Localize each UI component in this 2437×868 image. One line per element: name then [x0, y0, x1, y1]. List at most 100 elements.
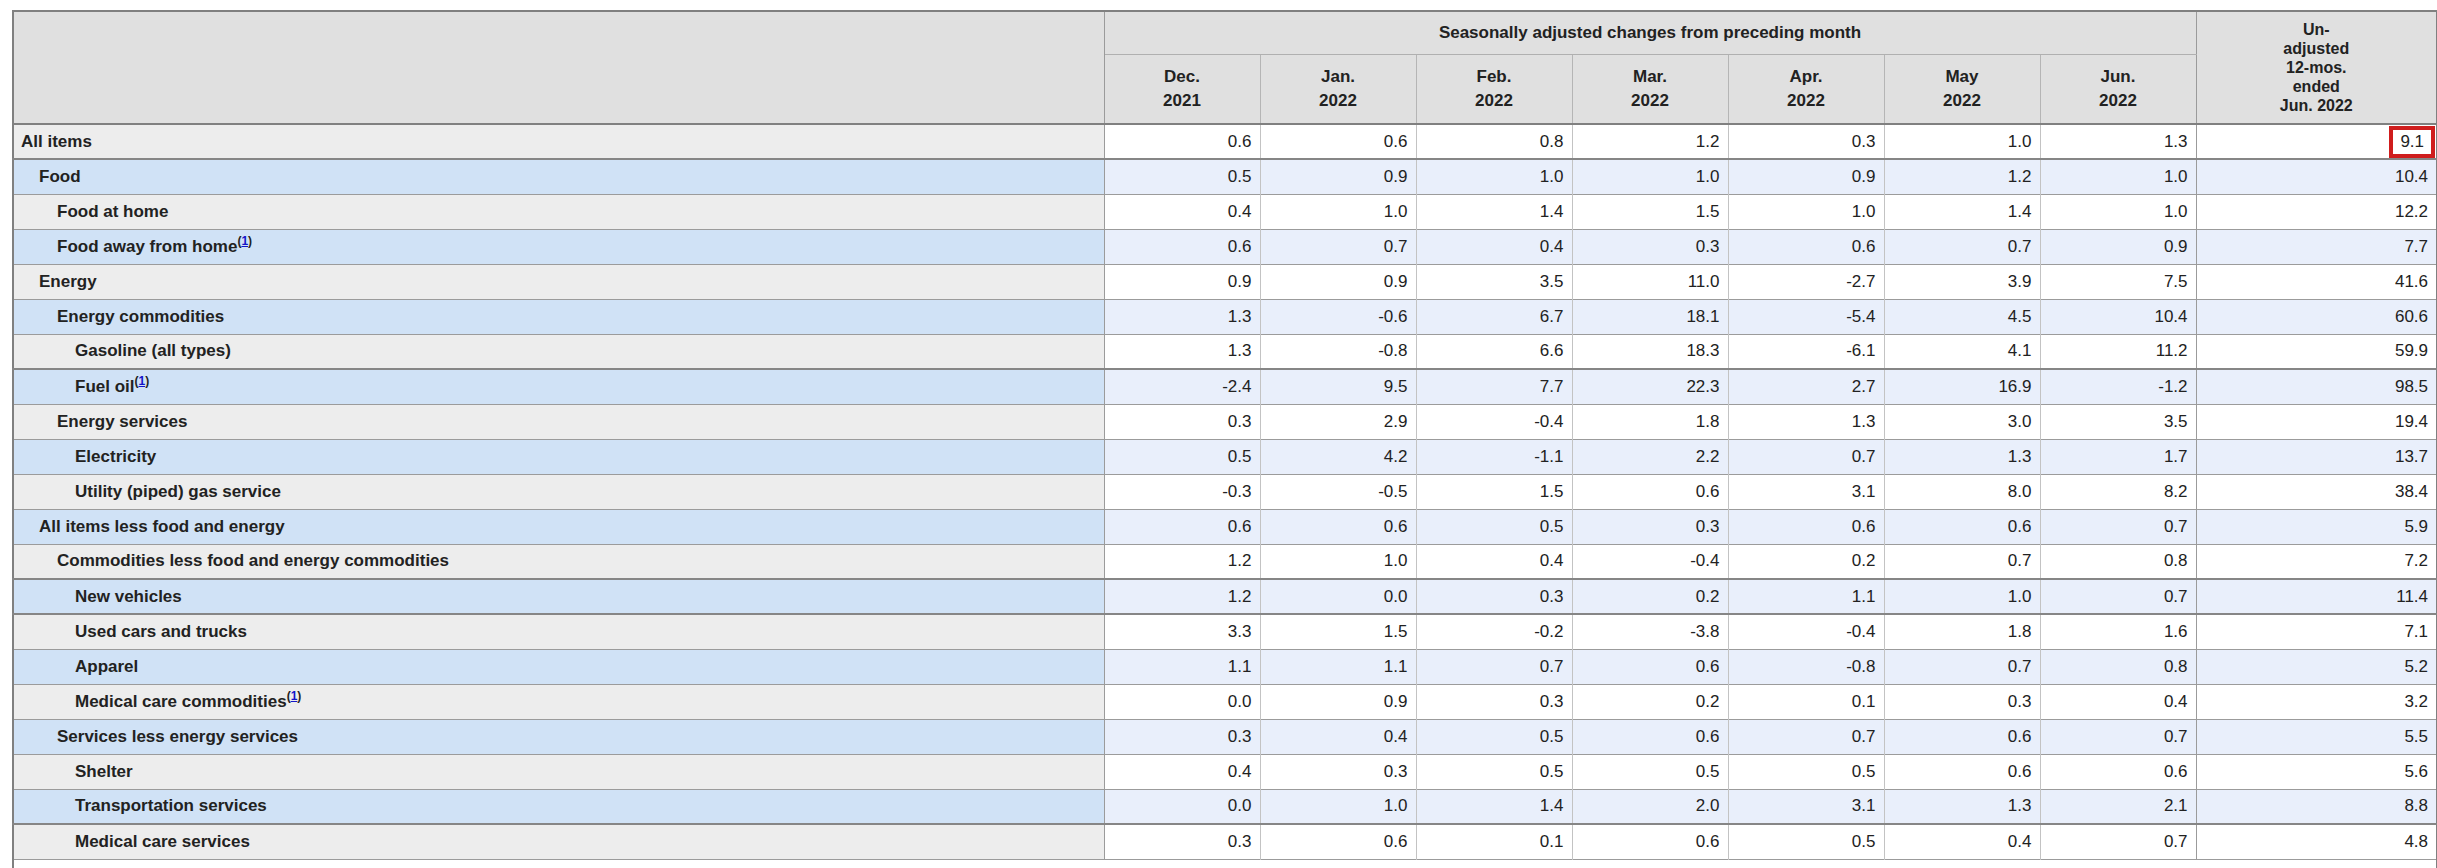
table-row: Food away from home(1)0.60.70.40.30.60.7… [13, 229, 2437, 264]
value-cell: 0.4 [1416, 229, 1572, 264]
table-row: Used cars and trucks3.31.5-0.2-3.8-0.41.… [13, 614, 2437, 649]
value-cell: 0.4 [1104, 194, 1260, 229]
table-row: Medical care commodities(1)0.00.90.30.20… [13, 684, 2437, 719]
yoy-value-cell: 4.8 [2196, 824, 2437, 859]
value-cell: 11.2 [2040, 334, 2196, 369]
yoy-value-cell: 7.1 [2196, 614, 2437, 649]
table-row: Food0.50.91.01.00.91.21.010.4 [13, 159, 2437, 194]
value-cell: 6.6 [1416, 334, 1572, 369]
yoy-value: 13.7 [2395, 447, 2428, 466]
value-cell: 1.3 [1104, 299, 1260, 334]
value-cell: 10.4 [2040, 299, 2196, 334]
yoy-value: 41.6 [2395, 272, 2428, 291]
clipped-cell [13, 859, 2437, 868]
value-cell: 0.5 [1104, 439, 1260, 474]
yoy-value: 5.9 [2404, 517, 2428, 536]
row-label: All items less food and energy [13, 509, 1104, 544]
table-row: Gasoline (all types)1.3-0.86.618.3-6.14.… [13, 334, 2437, 369]
value-cell: 0.9 [1260, 684, 1416, 719]
value-cell: 0.5 [1416, 509, 1572, 544]
yoy-value: 3.2 [2404, 692, 2428, 711]
value-cell: 4.1 [1884, 334, 2040, 369]
value-cell: -2.4 [1104, 369, 1260, 404]
value-cell: 0.9 [2040, 229, 2196, 264]
value-cell: 0.5 [1104, 159, 1260, 194]
value-cell: -0.4 [1416, 404, 1572, 439]
row-label-text: All items less food and energy [39, 517, 285, 536]
value-cell: -0.4 [1572, 544, 1728, 579]
row-label-text: Transportation services [75, 796, 267, 815]
yoy-value-cell: 9.1 [2196, 124, 2437, 159]
value-cell: 0.9 [1260, 264, 1416, 299]
value-cell: 0.1 [1728, 684, 1884, 719]
value-cell: 9.5 [1260, 369, 1416, 404]
value-cell: -5.4 [1728, 299, 1884, 334]
value-cell: 0.8 [2040, 649, 2196, 684]
value-cell: 11.0 [1572, 264, 1728, 299]
footnote-1-link[interactable]: 1 [241, 234, 248, 248]
value-cell: 0.6 [1728, 509, 1884, 544]
value-cell: 0.3 [1884, 684, 2040, 719]
row-label: Shelter [13, 754, 1104, 789]
table-row: Electricity0.54.2-1.12.20.71.31.713.7 [13, 439, 2437, 474]
yoy-value-cell: 19.4 [2196, 404, 2437, 439]
row-label: Food [13, 159, 1104, 194]
footnote-marker: (1) [287, 689, 302, 703]
value-cell: 1.8 [1572, 404, 1728, 439]
value-cell: 1.3 [2040, 124, 2196, 159]
footnote-1-link[interactable]: 1 [291, 689, 298, 703]
value-cell: 0.6 [1572, 474, 1728, 509]
value-cell: 2.1 [2040, 789, 2196, 824]
table-row: Energy services0.32.9-0.41.81.33.03.519.… [13, 404, 2437, 439]
yoy-value-cell: 10.4 [2196, 159, 2437, 194]
value-cell: 0.3 [1104, 404, 1260, 439]
row-label: Commodities less food and energy commodi… [13, 544, 1104, 579]
value-cell: 1.1 [1728, 579, 1884, 614]
value-cell: 0.7 [1884, 649, 2040, 684]
row-label: Food at home [13, 194, 1104, 229]
footnote-1-link[interactable]: 1 [139, 374, 146, 388]
table-row: Transportation services0.01.01.42.03.11.… [13, 789, 2437, 824]
value-cell: 0.6 [2040, 754, 2196, 789]
row-label-text: Shelter [75, 762, 133, 781]
yoy-value-cell: 38.4 [2196, 474, 2437, 509]
value-cell: 0.5 [1728, 824, 1884, 859]
table-row: Services less energy services0.30.40.50.… [13, 719, 2437, 754]
value-cell: 7.5 [2040, 264, 2196, 299]
yoy-value-cell: 12.2 [2196, 194, 2437, 229]
row-label-text: Used cars and trucks [75, 622, 247, 641]
value-cell: 0.0 [1104, 789, 1260, 824]
value-cell: 0.9 [1728, 159, 1884, 194]
value-cell: -0.3 [1104, 474, 1260, 509]
value-cell: 8.0 [1884, 474, 2040, 509]
month-header: Jan.2022 [1260, 54, 1416, 124]
row-label-text: Energy [39, 272, 97, 291]
value-cell: 0.4 [1104, 754, 1260, 789]
item-column-blank-header [13, 11, 1104, 124]
value-cell: 0.6 [1728, 229, 1884, 264]
value-cell: 2.2 [1572, 439, 1728, 474]
value-cell: 3.1 [1728, 789, 1884, 824]
row-label: Utility (piped) gas service [13, 474, 1104, 509]
value-cell: 1.4 [1416, 789, 1572, 824]
value-cell: 0.9 [1104, 264, 1260, 299]
seasonally-adjusted-group-header: Seasonally adjusted changes from precedi… [1104, 11, 2196, 54]
value-cell: 0.3 [1104, 719, 1260, 754]
yoy-value: 8.8 [2404, 796, 2428, 815]
value-cell: 0.5 [1572, 754, 1728, 789]
value-cell: 1.0 [1260, 789, 1416, 824]
value-cell: 1.4 [1884, 194, 2040, 229]
row-label-text: Medical care commodities [75, 692, 287, 711]
value-cell: 0.4 [1884, 824, 2040, 859]
value-cell: 1.0 [1728, 194, 1884, 229]
value-cell: -2.7 [1728, 264, 1884, 299]
value-cell: 1.6 [2040, 614, 2196, 649]
row-label: All items [13, 124, 1104, 159]
row-label: Transportation services [13, 789, 1104, 824]
value-cell: 0.6 [1104, 509, 1260, 544]
yoy-value-cell: 5.5 [2196, 719, 2437, 754]
value-cell: 1.7 [2040, 439, 2196, 474]
month-header: Mar.2022 [1572, 54, 1728, 124]
yoy-value-cell: 7.7 [2196, 229, 2437, 264]
value-cell: 1.1 [1104, 649, 1260, 684]
